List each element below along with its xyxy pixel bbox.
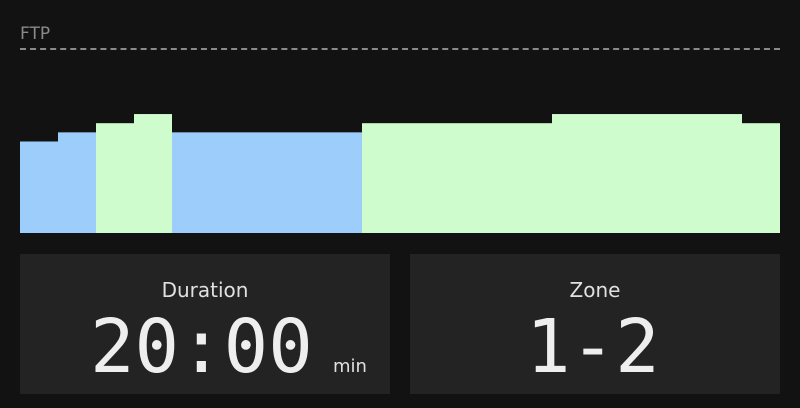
duration-label: Duration (161, 278, 249, 302)
zone-label: Zone (569, 278, 621, 302)
zone-card: Zone 1-2 (410, 254, 780, 394)
zone-value: 1-2 (526, 304, 660, 390)
interval-bar-7 (552, 114, 742, 233)
ftp-label: FTP (20, 24, 51, 44)
duration-value: 20:00 (90, 304, 313, 390)
duration-unit: min (333, 356, 367, 377)
interval-bar-2 (58, 132, 96, 233)
interval-bar-8 (742, 123, 780, 233)
interval-bar-4 (134, 114, 172, 233)
interval-bar-1 (20, 141, 58, 233)
workout-chart (20, 114, 780, 233)
interval-bar-3 (96, 123, 134, 233)
ftp-line (20, 48, 780, 50)
interval-bar-5 (172, 132, 362, 233)
duration-card: Duration 20:00 min (20, 254, 390, 394)
interval-bar-6 (362, 123, 552, 233)
